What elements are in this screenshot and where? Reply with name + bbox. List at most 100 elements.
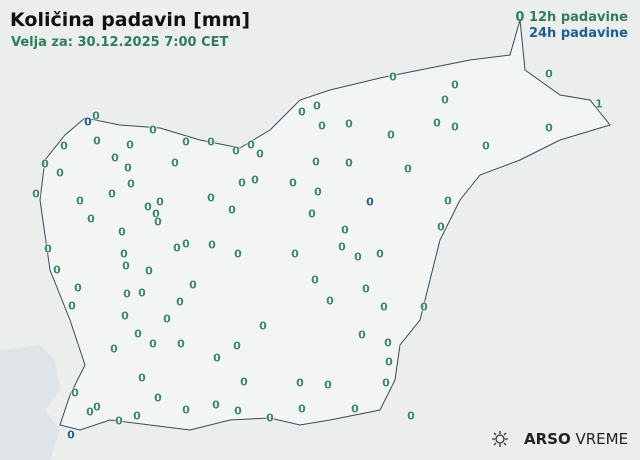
station-value-12h: 0	[404, 162, 412, 176]
station-value-12h: 0	[362, 282, 370, 296]
station-value-12h: 0	[451, 78, 459, 92]
station-value-12h: 0	[341, 223, 349, 237]
station-value-12h: 0	[240, 375, 248, 389]
station-value-12h: 0	[144, 200, 152, 214]
station-value-12h: 0	[213, 351, 221, 365]
station-value-12h: 0	[118, 225, 126, 239]
station-value-12h: 0	[389, 70, 397, 84]
station-value-12h: 0	[177, 337, 185, 351]
station-value-12h: 0	[324, 378, 332, 392]
station-value-12h: 0	[354, 250, 362, 264]
station-value-24h: 0	[84, 115, 92, 129]
station-value-12h: 0	[127, 177, 135, 191]
station-value-12h: 0	[182, 237, 190, 251]
station-value-12h: 0	[76, 194, 84, 208]
station-value-12h: 0	[145, 264, 153, 278]
station-value-12h: 0	[384, 336, 392, 350]
station-value-12h: 0	[387, 128, 395, 142]
station-value-12h: 0	[86, 405, 94, 419]
station-value-12h: 0	[111, 151, 119, 165]
station-value-12h: 0	[314, 185, 322, 199]
station-value-12h: 0	[110, 342, 118, 356]
station-value-12h: 0	[482, 139, 490, 153]
station-value-12h: 0	[545, 121, 553, 135]
station-value-12h: 0	[312, 155, 320, 169]
station-value-12h: 0	[318, 119, 326, 133]
station-value-12h: 0	[32, 187, 40, 201]
station-value-12h: 0	[92, 109, 100, 123]
station-value-12h: 0	[134, 327, 142, 341]
station-value-12h: 0	[115, 414, 123, 428]
station-value-12h: 0	[232, 144, 240, 158]
station-value-12h: 0	[152, 207, 160, 221]
station-value-12h: 0	[298, 402, 306, 416]
station-value-12h: 0	[437, 220, 445, 234]
legend: 0 12h padavine 24h padavine	[515, 10, 628, 42]
station-value-24h: 0	[67, 428, 75, 442]
station-value-12h: 0	[173, 241, 181, 255]
station-value-12h: 0	[208, 238, 216, 252]
station-value-12h: 0	[326, 294, 334, 308]
station-value-12h: 0	[238, 176, 246, 190]
valid-time: Velja za: 30.12.2025 7:00 CET	[11, 35, 229, 50]
logo-text: ARSO VREME	[524, 430, 628, 448]
legend-12h: 0 12h padavine	[515, 10, 628, 26]
station-value-12h: 0	[120, 247, 128, 261]
station-value-24h: 0	[366, 195, 374, 209]
station-value-12h: 0	[385, 355, 393, 369]
station-value-12h: 0	[420, 300, 428, 314]
station-value-12h: 0	[234, 404, 242, 418]
station-value-12h: 0	[207, 135, 215, 149]
station-value-12h: 0	[433, 116, 441, 130]
station-value-12h: 0	[126, 138, 134, 152]
station-value-12h: 0	[313, 99, 321, 113]
station-value-12h: 0	[154, 391, 162, 405]
station-value-12h: 0	[358, 328, 366, 342]
logo-product: VREME	[575, 430, 629, 448]
station-value-12h: 1	[595, 97, 603, 111]
station-value-12h: 0	[266, 411, 274, 425]
station-value-12h: 0	[60, 139, 68, 153]
station-value-12h: 0	[182, 403, 190, 417]
station-value-12h: 0	[122, 259, 130, 273]
station-value-12h: 0	[182, 135, 190, 149]
station-value-12h: 0	[311, 273, 319, 287]
station-value-12h: 0	[154, 215, 162, 229]
station-value-12h: 0	[247, 138, 255, 152]
station-value-12h: 0	[74, 281, 82, 295]
station-value-12h: 0	[121, 309, 129, 323]
station-value-12h: 0	[163, 312, 171, 326]
station-value-12h: 0	[133, 409, 141, 423]
station-value-12h: 0	[87, 212, 95, 226]
station-value-12h: 0	[345, 117, 353, 131]
station-value-12h: 0	[124, 161, 132, 175]
station-value-12h: 0	[228, 203, 236, 217]
legend-12h-label: 12h padavine	[528, 10, 628, 25]
sea	[0, 345, 60, 460]
station-value-12h: 0	[345, 156, 353, 170]
station-value-12h: 0	[289, 176, 297, 190]
station-value-12h: 0	[407, 409, 415, 423]
station-value-12h: 0	[234, 247, 242, 261]
station-value-12h: 0	[451, 120, 459, 134]
station-value-12h: 0	[256, 147, 264, 161]
station-value-12h: 0	[71, 386, 79, 400]
legend-sample: 0	[515, 10, 525, 25]
station-value-12h: 0	[53, 263, 61, 277]
page-title: Količina padavin [mm]	[10, 9, 251, 31]
sun-cloud-icon	[492, 431, 508, 447]
station-value-12h: 0	[108, 187, 116, 201]
station-value-12h: 0	[189, 278, 197, 292]
station-value-12h: 0	[207, 191, 215, 205]
station-value-12h: 0	[251, 173, 259, 187]
logo-brand: ARSO	[524, 430, 571, 448]
legend-24h-label: 24h padavine	[528, 26, 628, 41]
station-value-12h: 0	[93, 400, 101, 414]
station-value-12h: 0	[291, 247, 299, 261]
station-value-12h: 0	[338, 240, 346, 254]
station-value-12h: 0	[149, 337, 157, 351]
station-value-12h: 0	[298, 105, 306, 119]
station-value-12h: 0	[259, 319, 267, 333]
station-value-12h: 0	[376, 247, 384, 261]
